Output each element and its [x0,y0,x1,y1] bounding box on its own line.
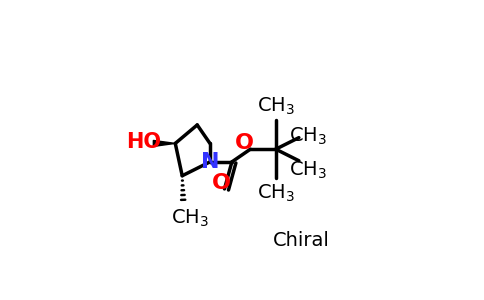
Text: CH$_3$: CH$_3$ [257,182,295,204]
Text: CH$_3$: CH$_3$ [289,160,327,181]
Text: N: N [201,152,219,172]
Text: Chiral: Chiral [273,231,330,250]
Text: CH$_3$: CH$_3$ [171,208,209,229]
Text: CH$_3$: CH$_3$ [289,126,327,147]
Text: O: O [235,133,254,153]
Text: O: O [212,173,230,193]
Polygon shape [153,140,175,146]
Text: HO: HO [126,132,161,152]
Text: CH$_3$: CH$_3$ [257,96,295,117]
